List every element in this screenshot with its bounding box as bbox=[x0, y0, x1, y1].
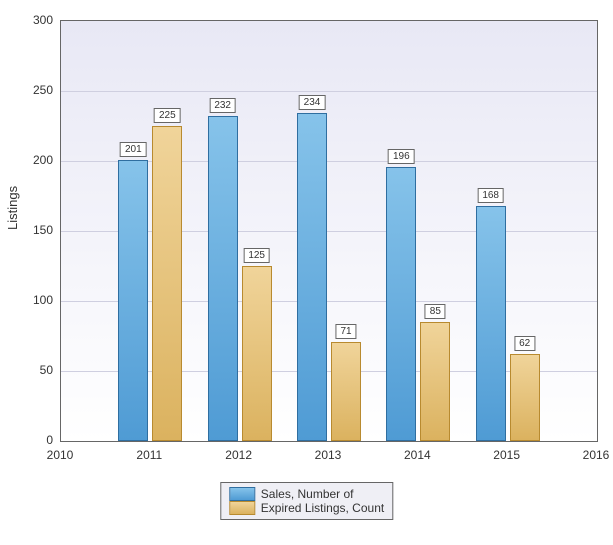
bar-value-label: 85 bbox=[425, 304, 446, 319]
bar bbox=[476, 206, 506, 441]
bar-value-label: 225 bbox=[154, 108, 181, 123]
y-tick-label: 250 bbox=[13, 83, 53, 97]
x-tick-label: 2011 bbox=[136, 448, 162, 462]
bar-value-label: 196 bbox=[388, 149, 415, 164]
x-tick-label: 2014 bbox=[404, 448, 431, 462]
legend-swatch-expired bbox=[229, 501, 255, 515]
y-tick-label: 0 bbox=[13, 433, 53, 447]
legend-item-expired: Expired Listings, Count bbox=[229, 501, 384, 515]
bar bbox=[420, 322, 450, 441]
legend-label-expired: Expired Listings, Count bbox=[261, 501, 384, 515]
y-tick-label: 150 bbox=[13, 223, 53, 237]
bar bbox=[242, 266, 272, 441]
legend-label-sales: Sales, Number of bbox=[261, 487, 354, 501]
x-tick-label: 2015 bbox=[493, 448, 520, 462]
bar bbox=[208, 116, 238, 441]
legend-item-sales: Sales, Number of bbox=[229, 487, 384, 501]
chart-container: Listings 050100150200250300 201020112012… bbox=[0, 0, 613, 545]
bar-value-label: 232 bbox=[209, 98, 236, 113]
bar bbox=[118, 160, 148, 441]
x-tick-label: 2012 bbox=[225, 448, 252, 462]
y-tick-label: 200 bbox=[13, 153, 53, 167]
x-tick-label: 2016 bbox=[583, 448, 610, 462]
plot-area: 201 225 232 125 234 71 196 85 168 62 bbox=[60, 20, 598, 442]
gridline bbox=[61, 91, 597, 92]
legend-swatch-sales bbox=[229, 487, 255, 501]
bar-value-label: 71 bbox=[335, 324, 356, 339]
bar-value-label: 168 bbox=[477, 188, 504, 203]
y-tick-label: 300 bbox=[13, 13, 53, 27]
bar-value-label: 125 bbox=[243, 248, 270, 263]
bar bbox=[152, 126, 182, 441]
bar bbox=[297, 113, 327, 441]
bar bbox=[510, 354, 540, 441]
bar-value-label: 201 bbox=[120, 142, 147, 157]
bar-value-label: 62 bbox=[514, 336, 535, 351]
y-tick-label: 50 bbox=[13, 363, 53, 377]
y-tick-label: 100 bbox=[13, 293, 53, 307]
legend: Sales, Number of Expired Listings, Count bbox=[220, 482, 393, 520]
bar bbox=[331, 342, 361, 441]
bar-value-label: 234 bbox=[299, 95, 326, 110]
x-tick-label: 2013 bbox=[315, 448, 342, 462]
bar bbox=[386, 167, 416, 441]
x-tick-label: 2010 bbox=[47, 448, 74, 462]
